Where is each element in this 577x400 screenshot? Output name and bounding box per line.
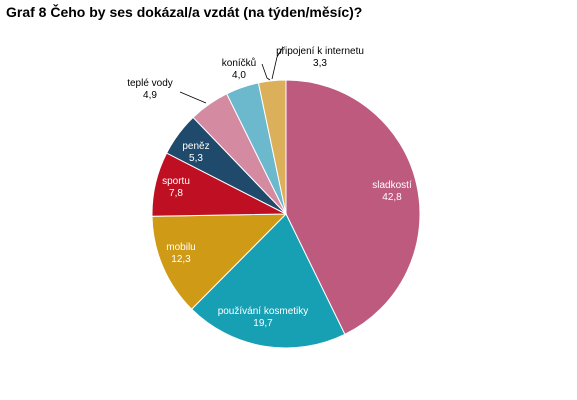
- slice-label: připojení k internetu 3,3: [276, 46, 364, 69]
- slice-label: teplé vody 4,9: [127, 78, 173, 101]
- leader-line: [179, 91, 207, 104]
- slice-value-label: 19,7: [253, 318, 273, 329]
- slice-category-label: teplé vody: [127, 78, 173, 89]
- slice-label: používání kosmetiky 19,7: [218, 306, 309, 329]
- slice-value-label: 5,3: [189, 153, 203, 164]
- leader-lines: [179, 46, 284, 104]
- slice-value-label: 12,3: [171, 254, 191, 265]
- slice-category-label: sladkostí: [372, 180, 412, 191]
- slice-value-label: 7,8: [169, 188, 183, 199]
- slice-label: sportu 7,8: [162, 176, 190, 199]
- slice-category-label: používání kosmetiky: [218, 306, 309, 317]
- pie-slice: [190, 213, 346, 349]
- pie-slices: [151, 79, 421, 349]
- slice-label: peněz 5,3: [182, 141, 209, 164]
- slice-value-label: 42,8: [382, 192, 402, 203]
- slice-category-label: mobilu: [166, 242, 195, 253]
- slice-category-label: připojení k internetu: [276, 46, 364, 57]
- slice-category-label: peněz: [182, 141, 209, 152]
- slice-category-label: sportu: [162, 176, 190, 187]
- data-labels: sladkostí 42,8 používání kosmetiky 19,7 mobi…: [127, 46, 412, 329]
- slice-label: mobilu 12,3: [166, 242, 195, 265]
- leader-line: [271, 46, 284, 80]
- pie-slice: [285, 79, 421, 336]
- slice-category-label: koníčků: [222, 57, 256, 69]
- slice-value-label: 3,3: [313, 58, 327, 69]
- pie-slice: [151, 213, 288, 310]
- slice-value-label: 4,9: [143, 90, 157, 101]
- pie-slice: [257, 79, 287, 215]
- slice-label: sladkostí 42,8: [372, 180, 412, 203]
- slice-label: koníčků 4,0: [222, 57, 256, 81]
- chart-title: Graf 8 Čeho by ses dokázal/a vzdát (na t…: [6, 4, 363, 20]
- slice-value-label: 4,0: [232, 70, 246, 81]
- leader-line: [261, 63, 271, 81]
